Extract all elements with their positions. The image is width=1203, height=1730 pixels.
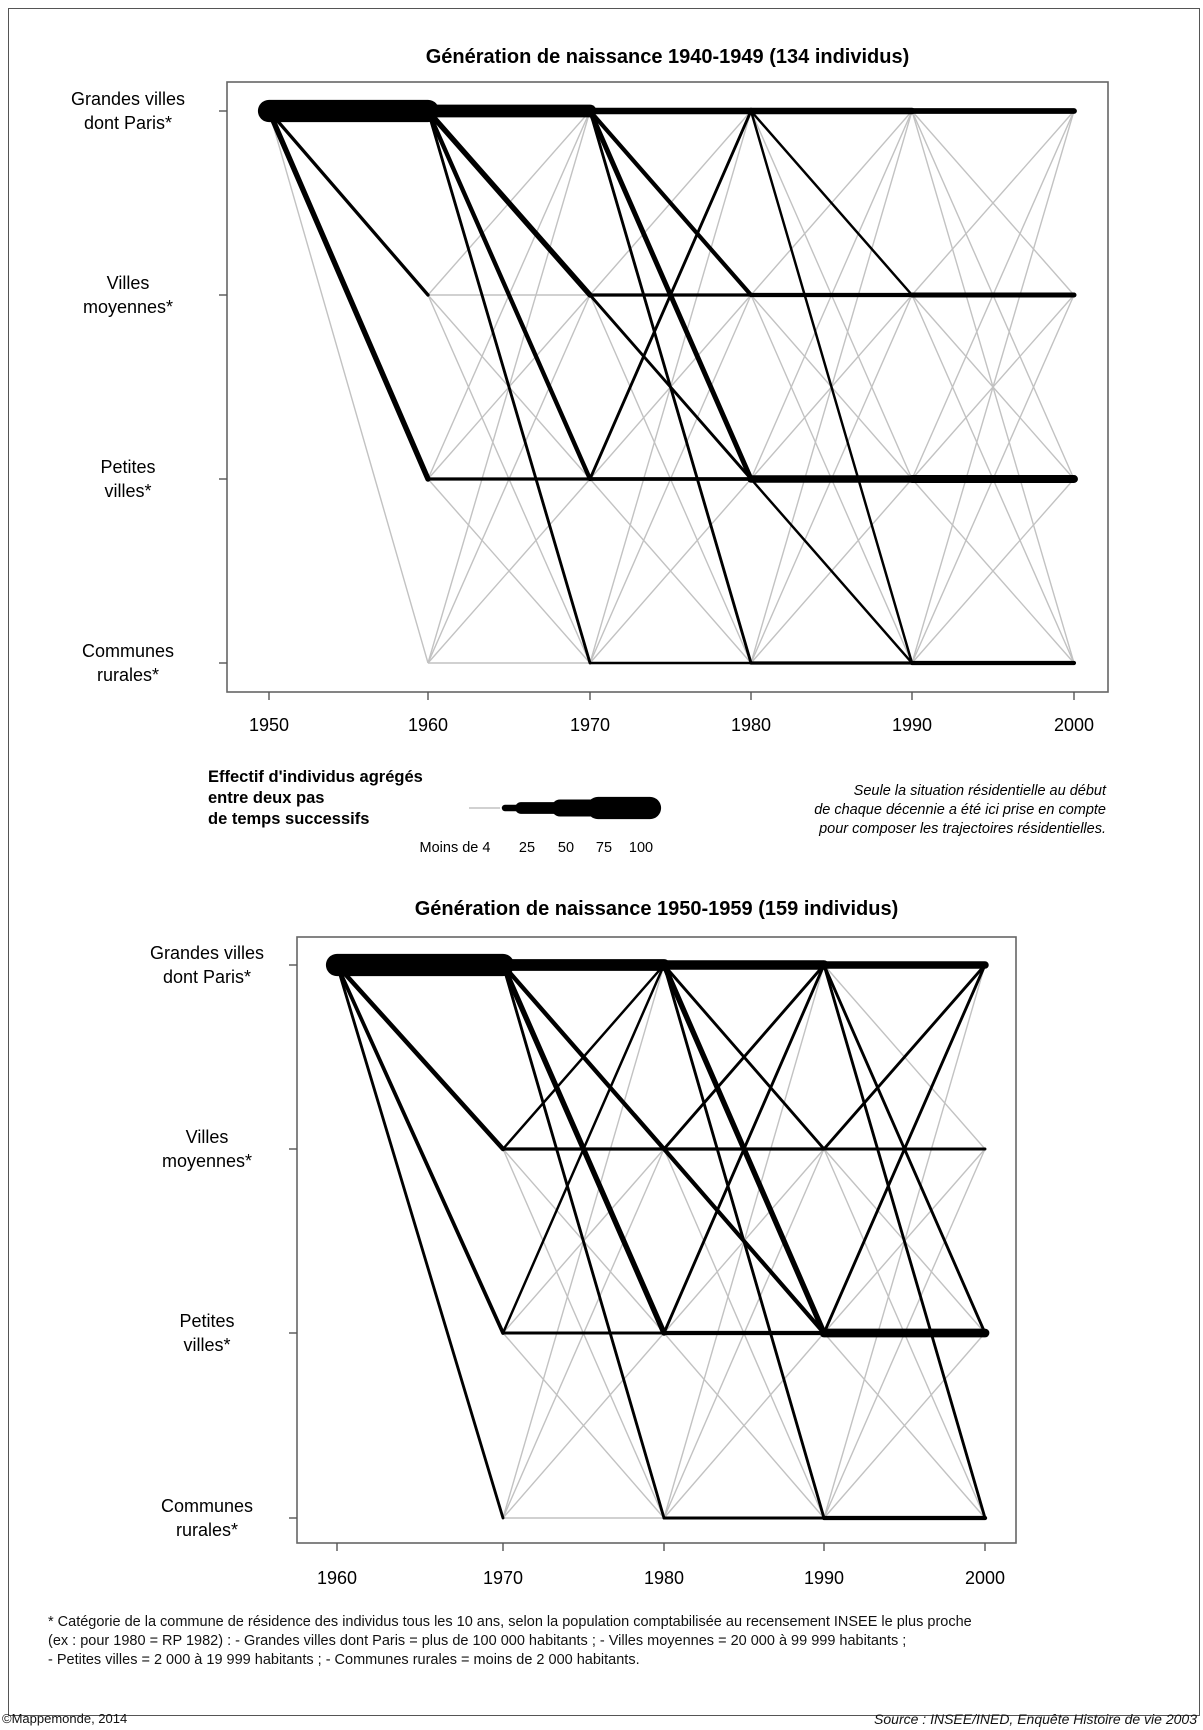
flows (325, 953, 990, 1521)
flow-line (822, 963, 987, 1520)
method-note-line: pour composer les trajectoires résidenti… (818, 821, 1106, 837)
chart-title: Génération de naissance 1940-1949 (134 i… (426, 46, 910, 68)
footnote-line-2: (ex : pour 1980 = RP 1982) : - Grandes v… (48, 1633, 907, 1649)
flow-line (587, 108, 754, 482)
flow-line (661, 962, 827, 1336)
x-tick-label: 1970 (570, 715, 610, 735)
flow-line (911, 478, 1075, 664)
x-tick-label: 2000 (1054, 715, 1094, 735)
chart-title: Génération de naissance 1950-1959 (159 i… (415, 898, 899, 920)
legend-title-line: de temps successifs (208, 810, 369, 828)
category-label: Villes moyennes* (162, 1127, 252, 1171)
flow-line (426, 109, 592, 665)
flow-line (427, 478, 591, 664)
category-label-line: Villes (186, 1127, 229, 1147)
x-tick-label: 1950 (249, 715, 289, 735)
legend-label: 50 (558, 840, 574, 856)
x-tick-label: 1960 (317, 1568, 357, 1588)
category-label-line: rurales* (176, 1520, 238, 1540)
flow-line (588, 293, 753, 481)
legend-label: 25 (519, 840, 535, 856)
flow-line (749, 109, 914, 297)
x-tick-label: 1960 (408, 715, 448, 735)
footnote: * Catégorie de la commune de résidence d… (48, 1613, 1168, 1670)
flow-line (822, 963, 987, 1335)
flow-line (661, 1146, 827, 1336)
category-label-line: villes* (104, 481, 151, 501)
x-tick-label: 1990 (804, 1568, 844, 1588)
x-tick-label: 2000 (965, 1568, 1005, 1588)
flow-line (335, 963, 505, 1520)
x-tick-label: 1980 (731, 715, 771, 735)
flow-line (822, 963, 987, 1151)
category-label: Villes moyennes* (83, 273, 173, 317)
flow-line (266, 108, 431, 482)
flow-line (589, 478, 752, 664)
flow-line (425, 108, 593, 298)
flow-line (334, 962, 506, 1152)
category-label-line: villes* (183, 1335, 230, 1355)
flow-line (749, 109, 914, 665)
category-label-line: rurales* (97, 665, 159, 685)
flow-line (335, 963, 505, 1335)
flow-line (500, 962, 667, 1336)
category-label-line: Petites (100, 457, 155, 477)
category-label-line: moyennes* (83, 297, 173, 317)
flow-line (823, 1332, 986, 1519)
chart-1: Génération de naissance 1940-1949 (134 i… (71, 46, 1109, 735)
legend-title-line: entre deux pas (208, 789, 324, 807)
category-label-line: Communes (161, 1496, 253, 1516)
flows (257, 99, 1078, 666)
flow-line (662, 963, 826, 1151)
category-label-line: dont Paris* (163, 967, 251, 987)
flow-line (911, 110, 1075, 664)
category-label: Communes rurales* (161, 1496, 253, 1540)
x-tick-label: 1970 (483, 1568, 523, 1588)
category-label-line: Communes (82, 641, 174, 661)
flow-line (500, 962, 667, 1152)
plot-box (296, 936, 1017, 1544)
legend: Effectif d'individus agrégés entre deux p… (208, 768, 662, 856)
x-tick-label: 1980 (644, 1568, 684, 1588)
legend-label: 75 (596, 840, 612, 856)
category-label-line: dont Paris* (84, 113, 172, 133)
flow-line (663, 1332, 825, 1519)
flow-line (267, 109, 430, 297)
category-label-line: Petites (179, 1311, 234, 1331)
category-label-line: Grandes villes (150, 943, 264, 963)
method-note-line: Seule la situation résidentielle au débu… (854, 783, 1107, 799)
legend-label: 100 (629, 840, 653, 856)
category-label-line: Grandes villes (71, 89, 185, 109)
chart-2: Génération de naissance 1950-1959 (159 i… (150, 898, 1017, 1588)
category-label: Petites villes* (100, 457, 155, 501)
flow-line (749, 477, 914, 665)
method-note: Seule la situation résidentielle au débu… (814, 783, 1107, 837)
legend-title-line: Effectif d'individus agrégés (208, 768, 423, 786)
footnote-line-3: - Petites villes = 2 000 à 19 999 habita… (48, 1652, 640, 1668)
plot-box (226, 81, 1109, 693)
category-label-line: moyennes* (162, 1151, 252, 1171)
category-label: Grandes villes dont Paris* (71, 89, 185, 133)
flow-line (911, 110, 1075, 296)
category-label: Communes rurales* (82, 641, 174, 685)
category-label-line: Villes (107, 273, 150, 293)
x-tick-label: 1990 (892, 715, 932, 735)
figure-frame (8, 8, 1200, 1716)
source-credit: Source : INSEE/INED, Enquête Histoire de… (874, 1711, 1197, 1727)
flow-line (425, 108, 593, 482)
flow-line (587, 108, 754, 298)
flow-line (502, 1332, 665, 1519)
method-note-line: de chaque décennie a été ici prise en co… (814, 802, 1106, 818)
flow-line (268, 110, 429, 664)
copyright: ©Mappemonde, 2014 (2, 1711, 128, 1726)
flow-line (501, 963, 666, 1520)
footnote-line-1: * Catégorie de la commune de résidence d… (48, 1614, 972, 1630)
category-label: Grandes villes dont Paris* (150, 943, 264, 987)
legend-label: Moins de 4 (420, 840, 491, 856)
category-label: Petites villes* (179, 1311, 234, 1355)
